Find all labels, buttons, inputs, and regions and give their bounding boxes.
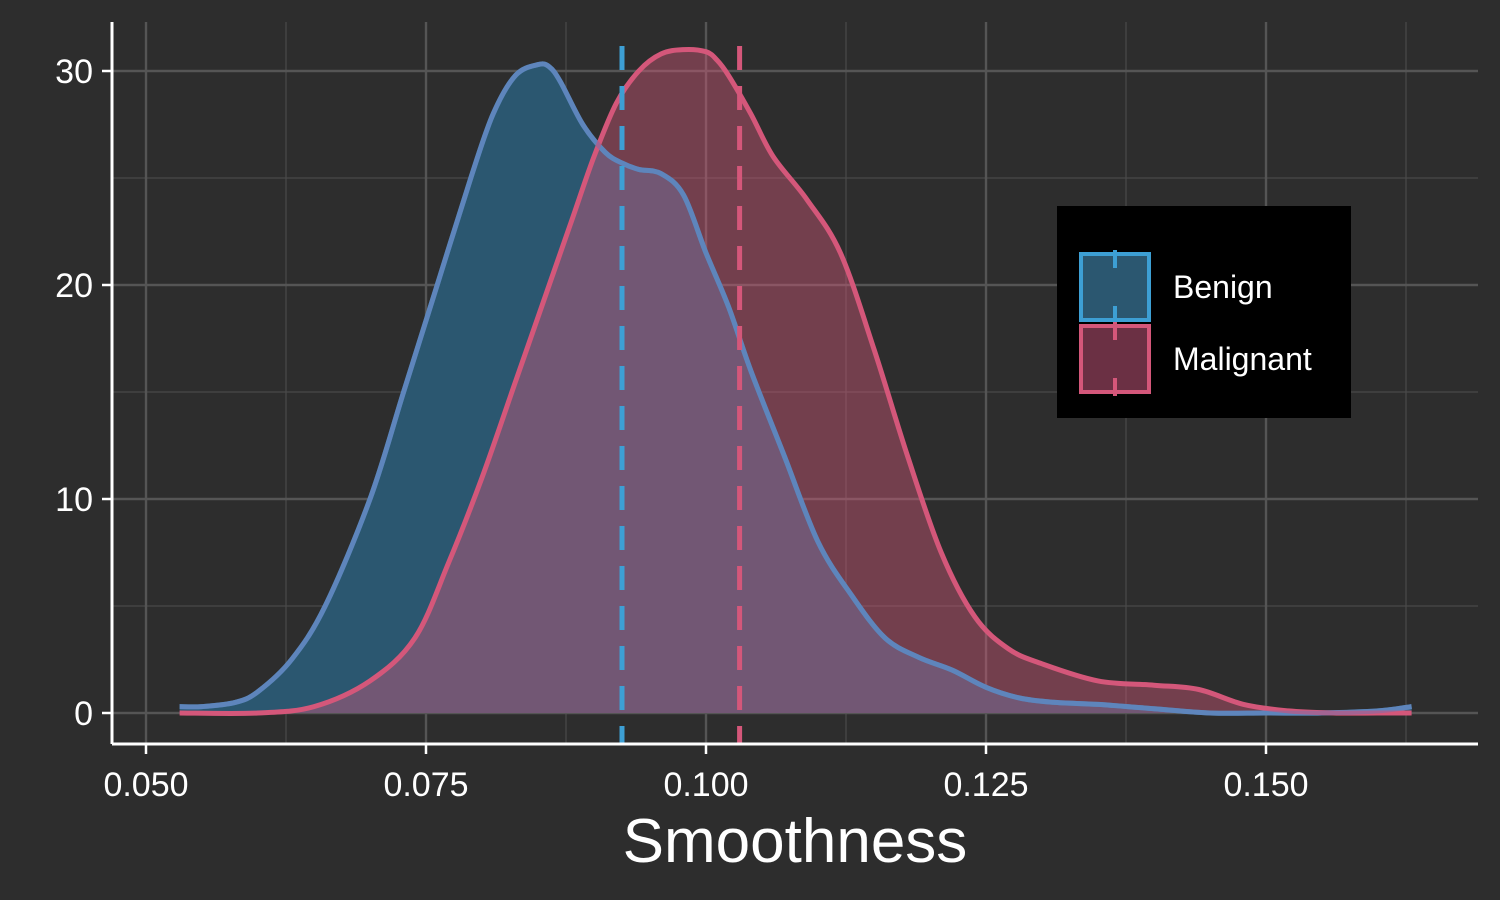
y-tick-label: 20 <box>55 267 93 305</box>
x-axis-title: Smoothness <box>623 807 968 876</box>
y-tick-labels: 0 10 20 30 <box>55 53 93 733</box>
y-tick-label: 10 <box>55 481 93 519</box>
y-tick-label: 30 <box>55 53 93 91</box>
legend: Benign Malignant <box>1057 206 1351 418</box>
x-tick-label: 0.150 <box>1223 766 1308 804</box>
x-tick-label: 0.075 <box>383 766 468 804</box>
density-line-malignant <box>179 47 1412 716</box>
x-tick-label: 0.050 <box>103 766 188 804</box>
density-fill-benign <box>179 63 1412 714</box>
legend-label-benign: Benign <box>1173 269 1273 305</box>
y-tick-label: 0 <box>74 695 93 733</box>
density-areas <box>179 47 1412 716</box>
mean-lines <box>619 46 743 744</box>
x-tick-label: 0.100 <box>663 766 748 804</box>
x-tick-labels: 0.050 0.075 0.100 0.125 0.150 <box>103 766 1308 804</box>
density-fill-malignant <box>179 49 1412 714</box>
x-tick-label: 0.125 <box>943 766 1028 804</box>
density-line-benign-overlap <box>179 61 1412 716</box>
axes <box>102 22 1478 754</box>
legend-label-malignant: Malignant <box>1173 341 1312 377</box>
